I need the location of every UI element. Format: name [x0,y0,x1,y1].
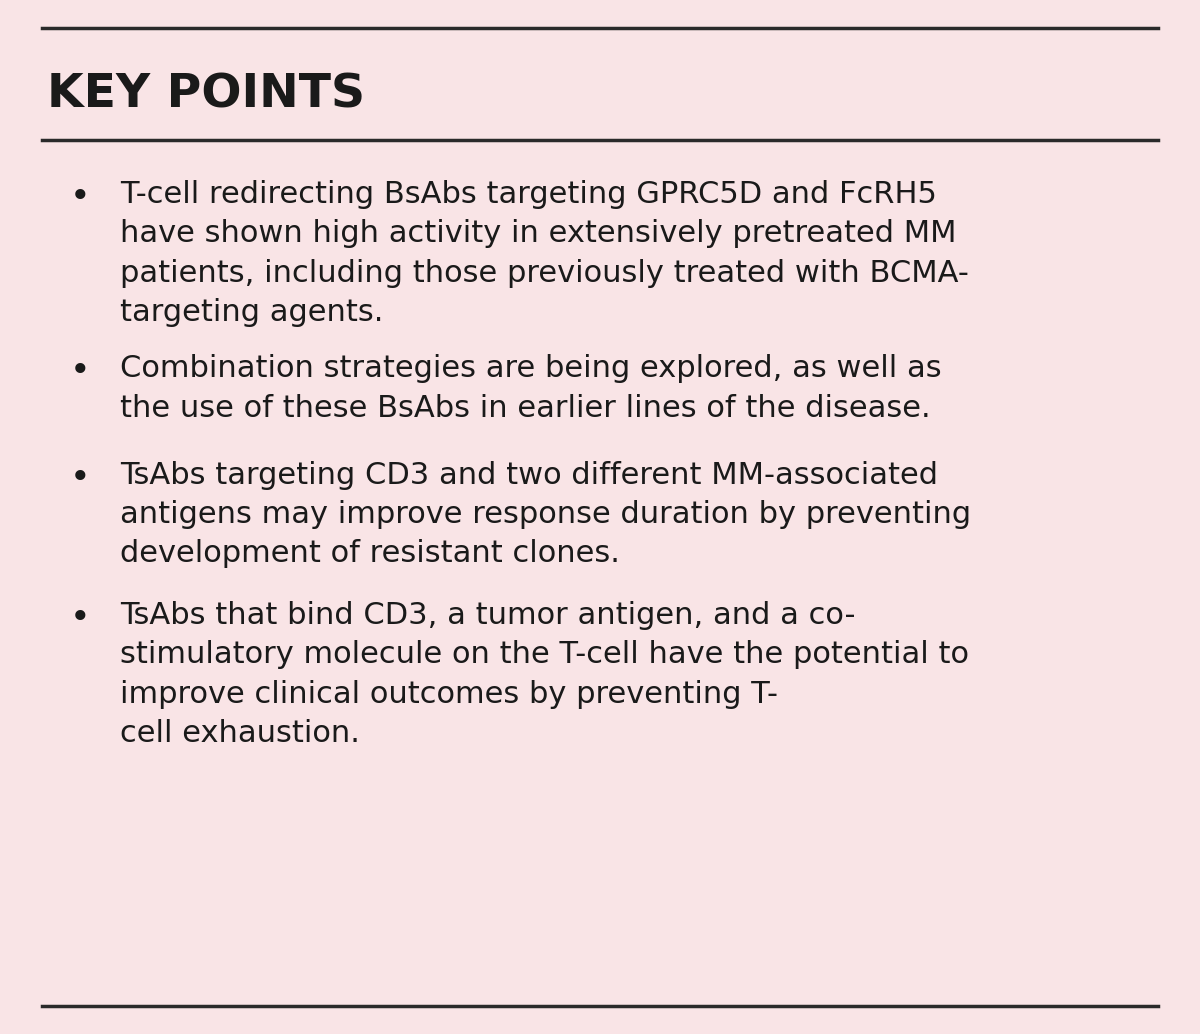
Text: Combination strategies are being explored, as well as
the use of these BsAbs in : Combination strategies are being explore… [120,355,942,423]
Text: •: • [70,355,91,389]
Text: TsAbs targeting CD3 and two different MM-associated
antigens may improve respons: TsAbs targeting CD3 and two different MM… [120,460,971,569]
Text: •: • [70,601,91,635]
Text: T-cell redirecting BsAbs targeting GPRC5D and FcRH5
have shown high activity in : T-cell redirecting BsAbs targeting GPRC5… [120,180,968,327]
Text: KEY POINTS: KEY POINTS [47,72,365,118]
Text: •: • [70,460,91,494]
Text: •: • [70,180,91,214]
Text: TsAbs that bind CD3, a tumor antigen, and a co-
stimulatory molecule on the T-ce: TsAbs that bind CD3, a tumor antigen, an… [120,601,970,748]
